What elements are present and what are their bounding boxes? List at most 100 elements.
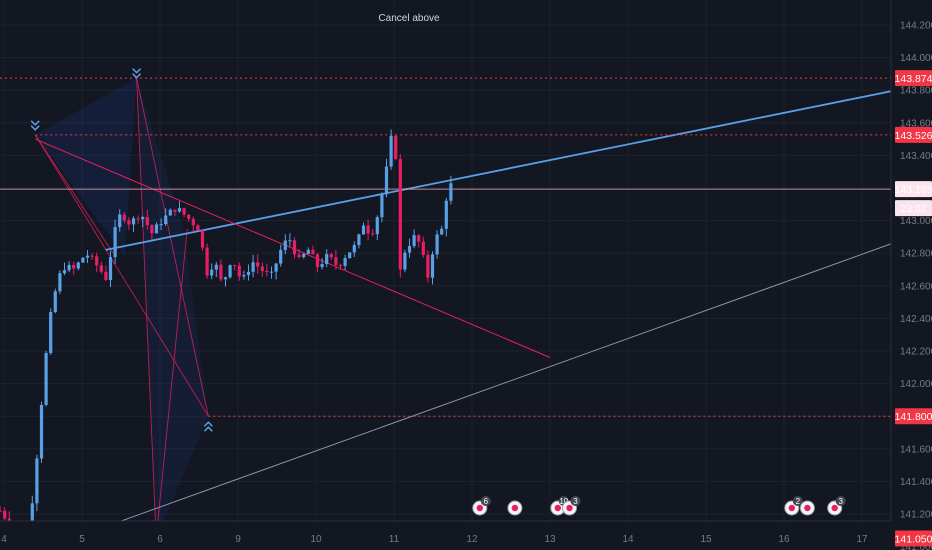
x-tick-label: 17 xyxy=(856,534,868,545)
pattern-leg-3 xyxy=(155,228,188,539)
candle-body-44 xyxy=(200,230,205,248)
pattern-leg-0 xyxy=(34,134,209,417)
candle-body-60 xyxy=(274,263,278,272)
y-tick-label: 142.800 xyxy=(900,249,932,260)
candle-body-92 xyxy=(421,241,425,256)
candle-body-71 xyxy=(325,254,329,265)
price-level-badge-1-text: 143.526 xyxy=(895,130,932,142)
y-tick-label: 142.600 xyxy=(900,281,932,292)
candle-body-13 xyxy=(58,273,62,292)
candle-body-59 xyxy=(269,271,274,273)
price-level-badge-2-text: 141.800 xyxy=(895,411,932,423)
price-level-badge-3[interactable]: 141.050 xyxy=(895,530,932,547)
candle-body-35 xyxy=(159,224,163,226)
price-level-badge-0[interactable]: 143.874 xyxy=(895,70,932,87)
countdown-badge[interactable]: 23:02 xyxy=(895,200,932,217)
candle-body-98 xyxy=(449,183,453,201)
candle-body-87 xyxy=(398,158,402,270)
event-icons[interactable]: 6 10 3 2 3 xyxy=(472,496,846,516)
trend-line-1[interactable] xyxy=(27,221,932,550)
time-axis-bg xyxy=(0,521,891,550)
candle-body-94 xyxy=(430,254,435,278)
price-level-badge-1[interactable]: 143.526 xyxy=(895,126,932,143)
x-tick-label: 9 xyxy=(235,534,241,545)
y-tick-label: 142.000 xyxy=(900,379,932,390)
candle-body-36 xyxy=(164,215,168,225)
candle-body-72 xyxy=(329,254,333,258)
candle-body-89 xyxy=(407,246,412,253)
annotation-text: Cancel above xyxy=(378,13,440,24)
price-level-badge-2[interactable]: 141.800 xyxy=(895,408,932,425)
event-icon[interactable] xyxy=(507,500,523,516)
candle-body-37 xyxy=(168,209,172,216)
event-icon[interactable]: 3 xyxy=(562,496,581,516)
candle-body-28 xyxy=(127,220,131,225)
trend-line-2[interactable] xyxy=(35,138,551,358)
candle-body-57 xyxy=(260,266,264,271)
candle-body-84 xyxy=(384,166,389,195)
candle-body-17 xyxy=(76,262,80,269)
candle-body-58 xyxy=(265,270,269,272)
time-axis[interactable]: 4 5 6 9 10 11 12 13 14 15 16 17 xyxy=(0,520,891,550)
candle-body-31 xyxy=(141,216,145,220)
candle-body-45 xyxy=(205,247,209,276)
candle-body-25 xyxy=(113,227,117,258)
candle-body-49 xyxy=(223,277,228,280)
pattern-fill-a xyxy=(35,78,137,257)
candle-body-66 xyxy=(302,253,306,258)
x-tick-label: 16 xyxy=(778,534,790,545)
candle-body-40 xyxy=(182,208,186,215)
candle-body-68 xyxy=(311,249,315,255)
y-tick-label: 143.800 xyxy=(900,86,932,97)
price-axis[interactable]: 141.000141.200141.400141.600141.800142.0… xyxy=(890,0,932,550)
event-icon[interactable]: 2 xyxy=(784,496,803,516)
candle-body-91 xyxy=(417,235,421,242)
candle-body-38 xyxy=(173,209,177,212)
event-count: 10 xyxy=(559,497,568,506)
candle-body-39 xyxy=(177,208,182,212)
price-axis-bg xyxy=(891,0,932,550)
candlestick-series xyxy=(0,129,453,550)
pattern-leg-1 xyxy=(136,78,157,539)
chevron-down-icon xyxy=(132,68,142,79)
candle-body-54 xyxy=(246,271,251,276)
candle-body-24 xyxy=(108,257,113,280)
candle-body-43 xyxy=(196,225,200,231)
candle-body-82 xyxy=(375,217,379,235)
price-levels xyxy=(0,77,891,539)
event-icon[interactable] xyxy=(799,500,815,516)
price-level-badge-3-text: 141.050 xyxy=(895,533,932,545)
last-price-badge-text: 143.193 xyxy=(895,184,932,196)
x-tick-label: 4 xyxy=(1,534,7,545)
candle-body-47 xyxy=(214,264,218,270)
event-icon[interactable]: 3 xyxy=(827,496,846,516)
candle-body-81 xyxy=(371,233,375,235)
candle-body-33 xyxy=(150,225,154,234)
candle-body-79 xyxy=(361,225,366,235)
candle-body-21 xyxy=(95,256,99,266)
candle-body-63 xyxy=(288,240,292,242)
candle-body-67 xyxy=(306,249,310,254)
candle-body-55 xyxy=(251,262,255,272)
trend-line-0[interactable] xyxy=(105,82,929,251)
candle-body-0 xyxy=(0,510,2,512)
candle-body-8 xyxy=(35,458,39,504)
candle-body-26 xyxy=(118,214,122,228)
x-tick-label: 14 xyxy=(622,534,634,545)
candle-body-56 xyxy=(256,262,260,267)
candle-body-86 xyxy=(394,135,398,159)
candle-body-34 xyxy=(154,224,159,234)
event-icon[interactable]: 6 xyxy=(472,496,491,516)
countdown-badge-text: 23:02 xyxy=(900,203,926,215)
candle-body-75 xyxy=(343,258,347,266)
candle-body-78 xyxy=(357,234,361,246)
price-level-badge-0-text: 143.874 xyxy=(895,73,932,85)
event-count: 2 xyxy=(796,497,801,506)
last-price-badge[interactable]: 143.193 xyxy=(895,181,932,198)
candle-body-90 xyxy=(412,235,416,247)
trend-lines xyxy=(27,82,932,550)
candle-body-32 xyxy=(145,216,149,226)
candle-body-14 xyxy=(62,270,67,274)
candle-body-97 xyxy=(444,200,448,229)
